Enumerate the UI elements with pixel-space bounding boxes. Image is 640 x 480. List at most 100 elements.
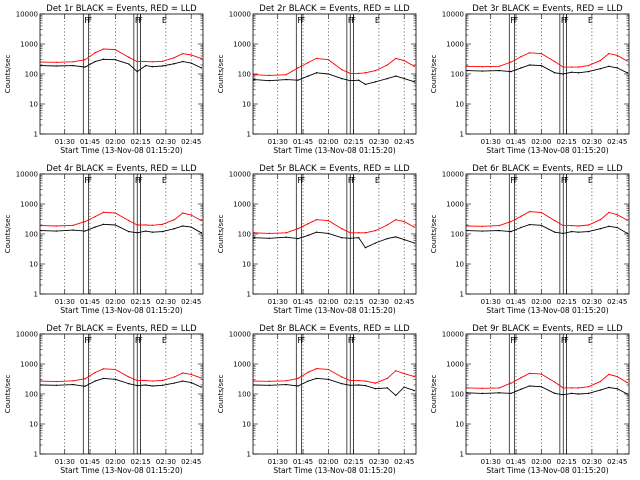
lld-data-point xyxy=(466,225,468,227)
y-axis-label: Counts/sec xyxy=(430,215,438,254)
events-data-point xyxy=(570,71,573,73)
lld-data-point xyxy=(554,60,556,63)
events-data-point xyxy=(161,65,164,67)
events-data-point xyxy=(403,238,405,241)
x-tick-label: 02:00 xyxy=(531,458,551,466)
x-tick-label: 02:15 xyxy=(344,298,364,306)
lld-data-point xyxy=(173,376,176,378)
lld-data-point xyxy=(599,218,602,221)
lld-data-point xyxy=(253,73,255,76)
events-data-point xyxy=(297,79,299,81)
events-data-point xyxy=(481,392,483,395)
events-data-point xyxy=(40,64,42,67)
lld-data-point xyxy=(413,65,416,68)
y-tick-label: 10000 xyxy=(442,11,464,19)
lld-series-line xyxy=(254,57,415,76)
lld-data-point xyxy=(268,380,270,383)
panel-title: Det 7r BLACK = Events, RED = LLD xyxy=(46,324,197,334)
x-tick-label: 02:00 xyxy=(531,298,551,306)
events-data-point xyxy=(626,393,629,395)
x-tick-label: 02:00 xyxy=(105,138,125,146)
events-data-point xyxy=(395,394,397,397)
lld-data-point xyxy=(136,60,138,63)
events-data-point xyxy=(357,384,360,386)
events-data-point xyxy=(562,232,564,235)
events-data-point xyxy=(341,237,343,239)
y-tick-label: 1000 xyxy=(233,361,251,369)
events-data-point xyxy=(128,63,130,65)
events-data-point xyxy=(136,232,138,234)
lld-data-point xyxy=(341,376,343,378)
lld-data-point xyxy=(570,387,573,389)
panel-title: Det 4r BLACK = Events, RED = LLD xyxy=(46,164,197,174)
lld-series-line xyxy=(467,52,628,68)
y-tick-label: 1000 xyxy=(20,41,38,49)
lld-data-point xyxy=(466,65,468,68)
events-data-point xyxy=(102,223,105,226)
lld-data-point xyxy=(151,61,154,63)
x-axis-label: Start Time (13-Nov-08 01:15:20) xyxy=(486,466,608,475)
x-tick-label: 02:30 xyxy=(156,458,176,466)
events-data-point xyxy=(268,79,270,82)
events-data-point xyxy=(84,385,86,388)
lld-series-line xyxy=(41,48,202,63)
lld-data-point xyxy=(626,60,629,62)
lld-data-point xyxy=(114,368,117,371)
events-data-point xyxy=(327,73,330,75)
x-tick-label: 02:30 xyxy=(582,458,602,466)
lld-data-point xyxy=(72,224,74,226)
events-data-point xyxy=(498,392,500,394)
y-tick-label: 10000 xyxy=(16,171,38,179)
lld-data-point xyxy=(84,58,86,61)
lld-data-point xyxy=(374,382,377,384)
events-series-line xyxy=(254,231,415,249)
events-data-point xyxy=(297,237,299,240)
lld-data-point xyxy=(341,68,343,71)
lld-data-point xyxy=(307,223,309,225)
lld-data-point xyxy=(616,375,618,378)
lld-data-point xyxy=(481,225,483,228)
events-data-point xyxy=(327,378,330,380)
gap-marker-label: F xyxy=(88,176,93,185)
lld-data-point xyxy=(161,60,164,63)
y-tick-label: 100 xyxy=(238,71,251,79)
x-axis-label: Start Time (13-Nov-08 01:15:20) xyxy=(273,146,395,155)
events-data-point xyxy=(374,242,377,244)
events-data-point xyxy=(94,60,96,63)
lld-data-point xyxy=(190,54,192,56)
lld-data-point xyxy=(616,213,618,216)
lld-data-point xyxy=(608,211,610,214)
lld-data-point xyxy=(114,48,117,51)
y-axis-label: Counts/sec xyxy=(430,55,438,94)
events-data-point xyxy=(341,77,343,80)
y-tick-label: 10 xyxy=(242,101,251,109)
x-tick-label: 01:30 xyxy=(481,458,501,466)
x-tick-label: 02:00 xyxy=(318,458,338,466)
events-data-point xyxy=(562,73,564,75)
lld-data-point xyxy=(173,218,176,221)
gap-marker-label: F xyxy=(561,176,566,185)
gap-marker-label: F xyxy=(301,176,306,185)
events-data-point xyxy=(151,231,154,233)
gap-marker-label: F xyxy=(564,336,569,345)
lld-data-point xyxy=(315,218,318,221)
events-data-point xyxy=(357,79,360,81)
events-data-point xyxy=(40,384,42,386)
y-tick-label: 1000 xyxy=(233,41,251,49)
lld-data-point xyxy=(307,61,309,64)
lld-data-point xyxy=(151,380,154,382)
lld-data-point xyxy=(55,61,57,64)
events-data-point xyxy=(466,392,468,394)
events-data-point xyxy=(570,230,573,233)
gap-marker-label: F xyxy=(138,176,143,185)
x-tick-label: 01:30 xyxy=(268,298,288,306)
y-tick-label: 10000 xyxy=(229,331,251,339)
x-tick-label: 02:00 xyxy=(105,458,125,466)
gap-marker-label: F xyxy=(135,176,140,185)
events-data-point xyxy=(395,236,397,238)
events-data-point xyxy=(151,66,154,68)
lld-data-point xyxy=(307,371,309,373)
lld-data-point xyxy=(374,69,377,72)
lld-data-point xyxy=(161,223,164,226)
events-data-point xyxy=(128,230,130,233)
